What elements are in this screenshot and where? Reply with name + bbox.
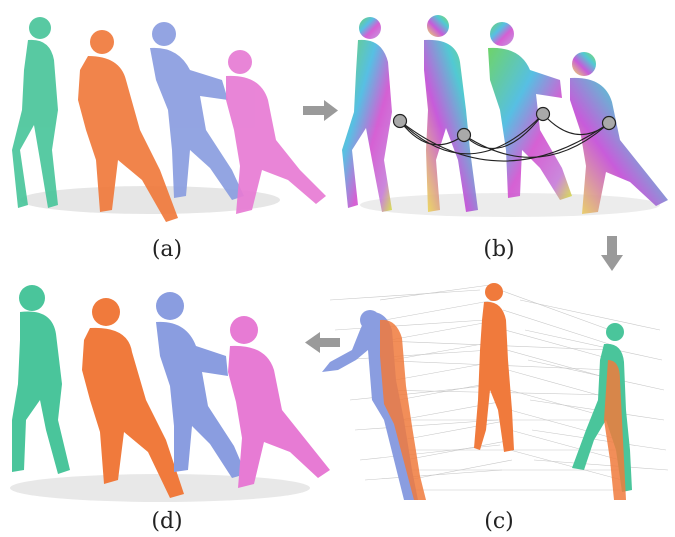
- label-b: (b): [483, 237, 515, 262]
- arrow-left-icon: [305, 332, 340, 353]
- figure-orange: [78, 30, 178, 222]
- figure-blue: [150, 22, 244, 200]
- mesh-blue: [156, 292, 246, 478]
- graph-node: [456, 127, 472, 143]
- panel-a-point-clouds: [12, 17, 326, 222]
- mesh-orange: [82, 298, 184, 498]
- figure-b4: [570, 52, 668, 214]
- panel-b-feature-colored: [342, 15, 668, 217]
- panel-d-meshes: [10, 285, 330, 502]
- graph-node: [535, 106, 551, 122]
- figure-c-middle: [474, 283, 514, 452]
- mesh-green: [12, 285, 70, 474]
- graph-edges: [399, 113, 610, 162]
- figure-c-left: [322, 310, 426, 500]
- panel-c-correspondences: [322, 283, 669, 500]
- arrow-down-icon: [601, 236, 623, 271]
- label-c: (c): [484, 509, 514, 534]
- figure-b1: [342, 17, 392, 212]
- label-a: (a): [151, 237, 183, 262]
- arrow-right-icon: [303, 100, 338, 121]
- figure-green: [12, 17, 58, 209]
- figure-b2: [424, 15, 478, 212]
- label-d: (d): [151, 509, 183, 534]
- graph-nodes: [392, 106, 617, 143]
- graph-node: [392, 113, 408, 129]
- mesh-pink: [228, 316, 330, 488]
- figure-b3: [488, 22, 572, 200]
- graph-node: [601, 115, 617, 131]
- figure-pink: [226, 50, 326, 214]
- correspondence-lines: [329, 284, 669, 491]
- figure-c-right: [572, 323, 632, 500]
